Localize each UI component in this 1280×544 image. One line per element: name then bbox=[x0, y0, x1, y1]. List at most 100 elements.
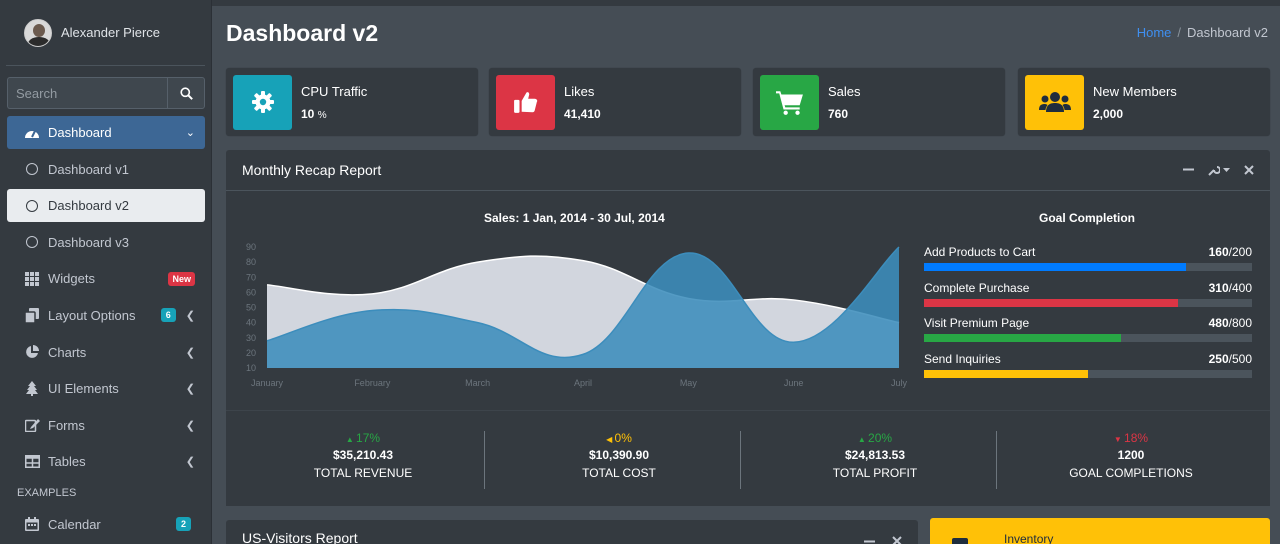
stat-amount: $24,813.53 bbox=[844, 448, 906, 462]
info-box-value: 10 % bbox=[301, 107, 367, 121]
x-tick-label: February bbox=[354, 378, 391, 388]
sidebar-item-forms[interactable]: Forms ❮ bbox=[7, 409, 205, 442]
close-icon[interactable] bbox=[892, 536, 902, 544]
sidebar-item-dashboard-v1[interactable]: Dashboard v1 bbox=[7, 153, 205, 186]
goal-visit-premium: Visit Premium Page 480/800 bbox=[924, 316, 1252, 342]
caret-left-icon: ◀ bbox=[606, 435, 615, 444]
chart-title: Sales: 1 Jan, 2014 - 30 Jul, 2014 bbox=[484, 211, 665, 225]
card-header: Monthly Recap Report bbox=[226, 150, 1270, 191]
settings-dropdown-button[interactable] bbox=[1208, 164, 1230, 176]
info-box-label: Sales bbox=[828, 83, 861, 99]
minus-icon[interactable] bbox=[864, 536, 875, 544]
close-icon bbox=[1244, 164, 1254, 175]
search-button[interactable] bbox=[167, 77, 205, 109]
users-icon bbox=[1038, 92, 1071, 112]
calendar-icon bbox=[23, 516, 41, 532]
sidebar-item-charts[interactable]: Charts ❮ bbox=[7, 336, 205, 369]
count-badge: 6 bbox=[160, 308, 176, 323]
stat-label: TOTAL PROFIT bbox=[832, 466, 918, 480]
sidebar-item-label: Dashboard v1 bbox=[48, 161, 129, 177]
thumbs-up-icon bbox=[513, 92, 537, 113]
stat-total-revenue: ▲ 17% $35,210.43 TOTAL REVENUE bbox=[235, 431, 491, 480]
stat-amount: $35,210.43 bbox=[332, 448, 394, 462]
sidebar-item-dashboard-v3[interactable]: Dashboard v3 bbox=[7, 226, 205, 259]
caret-down-icon: ▼ bbox=[1113, 435, 1125, 444]
series-1-line bbox=[266, 246, 900, 359]
sidebar-item-layout-options[interactable]: Layout Options 6 ❮ bbox=[7, 299, 205, 332]
stat-label: GOAL COMPLETIONS bbox=[1069, 466, 1193, 480]
info-box-likes: Likes 41,410 bbox=[489, 68, 741, 136]
count-badge: 2 bbox=[175, 517, 191, 532]
caret-up-icon: ▲ bbox=[857, 435, 869, 444]
user-name[interactable]: Alexander Pierce bbox=[61, 25, 160, 40]
goal-label: Visit Premium Page bbox=[924, 316, 1030, 330]
collapse-button[interactable] bbox=[1183, 163, 1194, 178]
goal-send-inquiries: Send Inquiries 250/500 bbox=[924, 352, 1252, 378]
chevron-left-icon: ❮ bbox=[185, 456, 195, 469]
y-tick-label: 30 bbox=[246, 333, 256, 343]
copy-icon bbox=[23, 307, 41, 323]
info-box-sales: Sales 760 bbox=[753, 68, 1005, 136]
y-tick-label: 90 bbox=[246, 242, 256, 252]
user-panel[interactable]: Alexander Pierce bbox=[6, 0, 205, 66]
info-box-icon-bg bbox=[760, 74, 819, 130]
breadcrumb-home-link[interactable]: Home bbox=[1136, 25, 1172, 40]
progress-bar bbox=[924, 334, 1252, 342]
breadcrumb-separator: / bbox=[1177, 25, 1182, 40]
goal-count: 310/400 bbox=[1208, 280, 1252, 295]
goal-label: Add Products to Cart bbox=[924, 245, 1036, 259]
remove-button[interactable] bbox=[1244, 163, 1254, 178]
pie-chart-icon bbox=[23, 344, 41, 360]
nav-header-examples: EXAMPLES bbox=[17, 486, 77, 499]
search-input[interactable] bbox=[7, 77, 167, 109]
chevron-left-icon: ❮ bbox=[185, 309, 195, 322]
minus-icon bbox=[1183, 168, 1194, 170]
chevron-left-icon: ❮ bbox=[185, 346, 195, 359]
sidebar-item-dashboard[interactable]: Dashboard ⌄ bbox=[7, 116, 205, 149]
goal-label: Complete Purchase bbox=[924, 280, 1030, 295]
x-tick-label: March bbox=[465, 378, 490, 388]
sidebar-item-dashboard-v2[interactable]: Dashboard v2 bbox=[7, 189, 205, 223]
stat-percentage: ▼ 18% bbox=[1113, 431, 1149, 445]
y-tick-label: 50 bbox=[246, 303, 256, 313]
stat-label: TOTAL REVENUE bbox=[313, 466, 413, 480]
y-tick-label: 70 bbox=[246, 272, 256, 282]
chevron-down-icon: ⌄ bbox=[185, 127, 195, 139]
goal-add-products: Add Products to Cart 160/200 bbox=[924, 245, 1252, 271]
edit-icon bbox=[23, 417, 41, 433]
sidebar-item-ui-elements[interactable]: UI Elements ❮ bbox=[7, 372, 205, 405]
chevron-left-icon: ❮ bbox=[185, 419, 195, 432]
divider bbox=[740, 431, 741, 489]
recap-footer: ▲ 17% $35,210.43 TOTAL REVENUE ◀ 0% $10,… bbox=[226, 410, 1270, 506]
progress-fill bbox=[924, 369, 1088, 378]
x-tick-label: April bbox=[574, 378, 592, 388]
sidebar-item-calendar[interactable]: Calendar 2 bbox=[7, 508, 205, 541]
circle-icon bbox=[23, 234, 41, 250]
sidebar-item-label: Widgets bbox=[48, 271, 95, 287]
breadcrumb-current: Dashboard v2 bbox=[1187, 25, 1268, 40]
goal-completion-title: Goal Completion bbox=[1039, 211, 1135, 225]
progress-bar bbox=[924, 298, 1252, 307]
sidebar-item-tables[interactable]: Tables ❮ bbox=[7, 445, 205, 478]
top-navbar bbox=[212, 0, 1280, 6]
stat-label: TOTAL COST bbox=[582, 466, 656, 480]
search-icon bbox=[179, 86, 193, 100]
caret-down-icon bbox=[1223, 167, 1230, 172]
sidebar-item-label: Forms bbox=[48, 417, 85, 433]
x-tick-label: June bbox=[784, 378, 804, 388]
info-box-icon-bg bbox=[496, 74, 555, 130]
y-tick-label: 10 bbox=[246, 363, 256, 373]
caret-up-icon: ▲ bbox=[345, 435, 357, 444]
breadcrumb: Home / Dashboard v2 bbox=[1137, 25, 1268, 40]
card-tools bbox=[1183, 163, 1254, 178]
sidebar-item-widgets[interactable]: Widgets New bbox=[7, 262, 205, 295]
dashboard-icon bbox=[23, 125, 41, 141]
info-box-icon-bg bbox=[233, 74, 292, 130]
sidebar-item-label: Tables bbox=[48, 454, 86, 470]
stat-total-cost: ◀ 0% $10,390.90 TOTAL COST bbox=[491, 431, 747, 480]
inventory-label: Inventory bbox=[1004, 532, 1054, 544]
sidebar-nav: Dashboard ⌄ Dashboard v1 Dashboard v2 Da… bbox=[7, 116, 205, 544]
avatar[interactable] bbox=[24, 18, 52, 47]
y-tick-label: 60 bbox=[246, 287, 256, 297]
sidebar-search bbox=[7, 77, 205, 109]
